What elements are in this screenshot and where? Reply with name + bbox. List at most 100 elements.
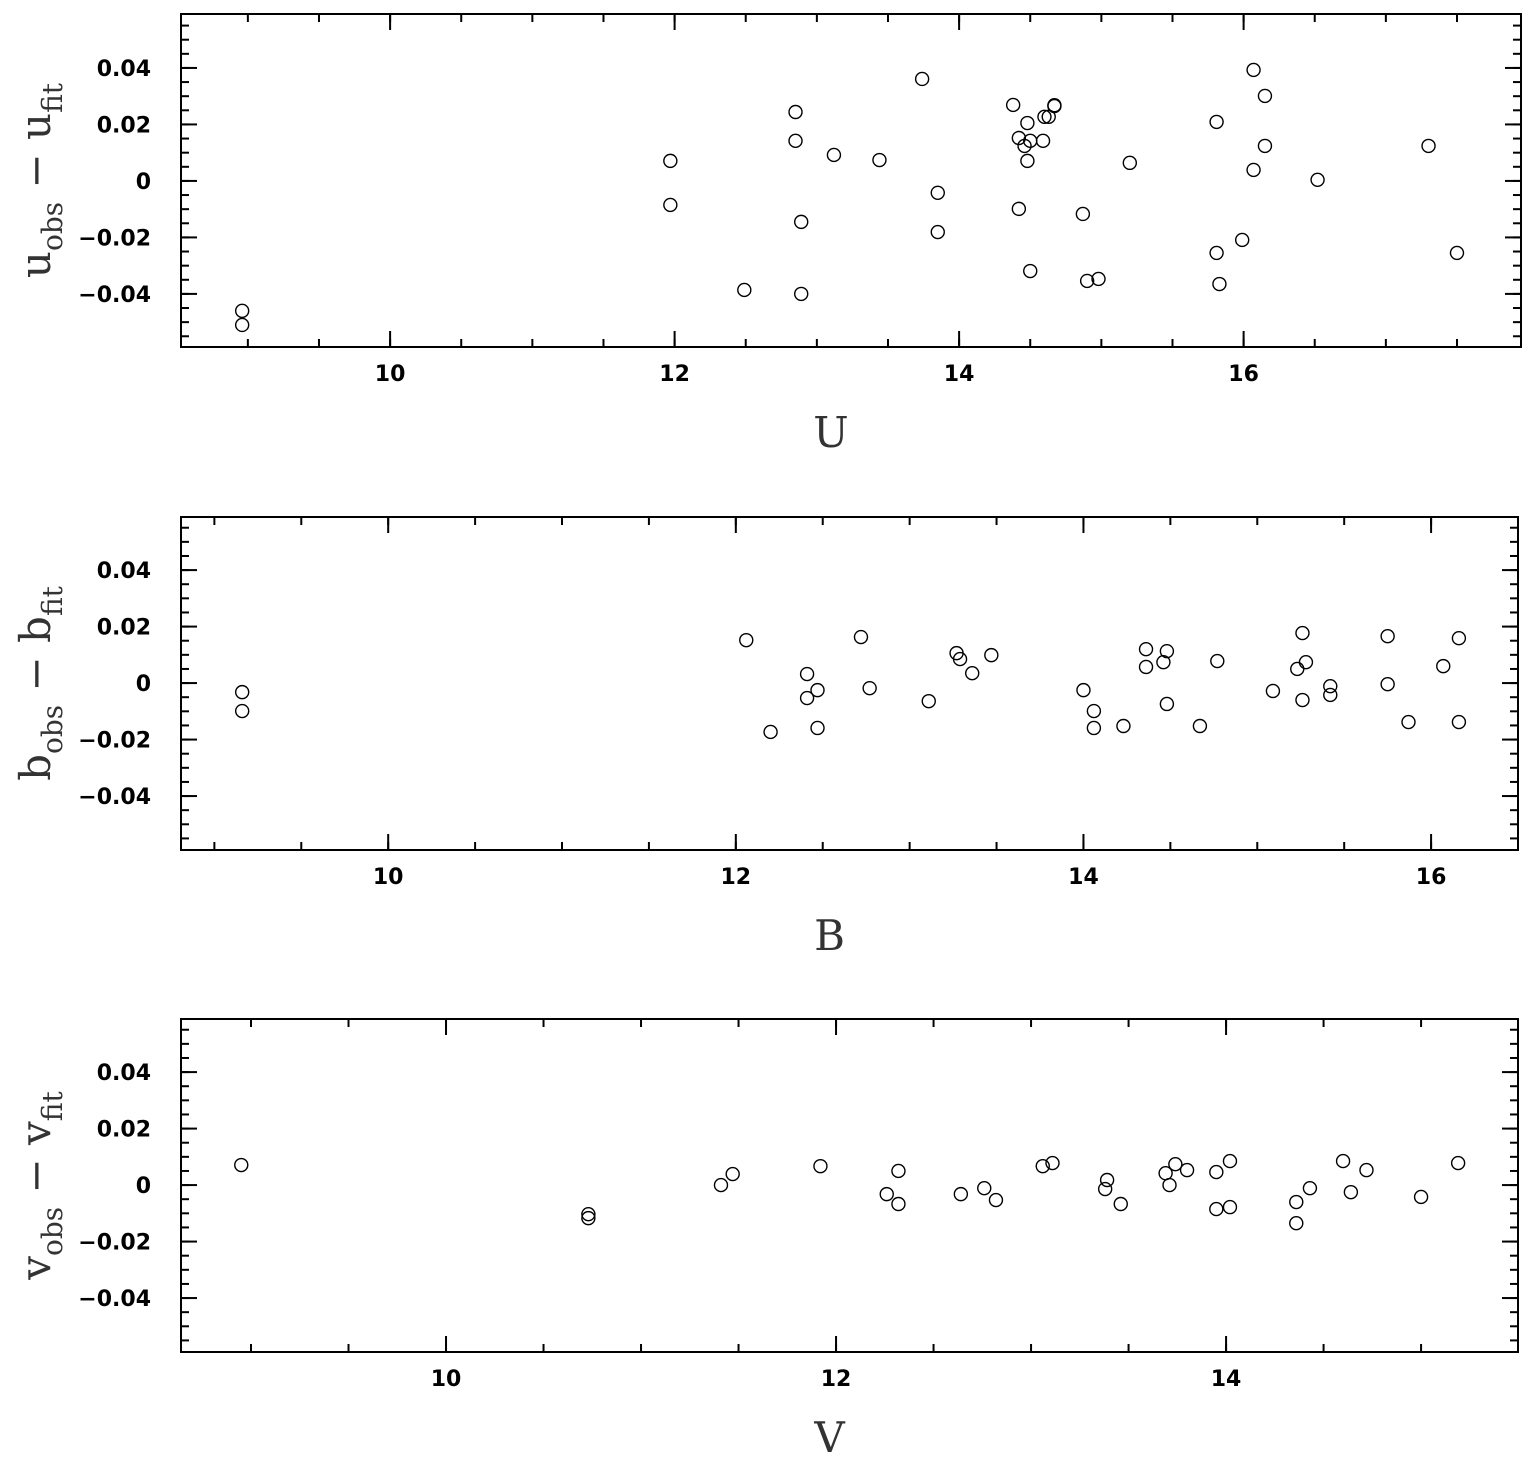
data-point [952, 651, 968, 667]
data-point [763, 724, 778, 740]
data-point [1075, 206, 1091, 222]
data-point [713, 1177, 729, 1193]
data-point [984, 647, 999, 663]
x-tick-label: 10 [375, 362, 406, 387]
data-point [1451, 714, 1467, 730]
data-point [788, 133, 803, 149]
data-point [788, 104, 803, 120]
y-axis-label-part: v [11, 1121, 60, 1146]
data-point [663, 153, 678, 169]
data-point [1222, 1153, 1238, 1169]
x-tick-label: 12 [659, 362, 690, 387]
data-point [1047, 98, 1062, 113]
x-tick-label: 10 [431, 1367, 462, 1392]
data-point [826, 147, 842, 163]
data-point [1265, 683, 1281, 699]
y-tick-label: −0.04 [78, 785, 151, 810]
data-point [1302, 1180, 1318, 1196]
data-point [799, 690, 815, 706]
data-point [1011, 201, 1027, 217]
data-point [1023, 263, 1038, 279]
data-point [930, 185, 945, 200]
y-axis-label-part: − [11, 643, 60, 705]
data-point [1037, 109, 1052, 125]
y-axis-label-part: u [11, 251, 60, 278]
x-tick-label: 12 [821, 1367, 852, 1392]
data-point [921, 693, 936, 709]
data-point [1020, 153, 1035, 169]
y-axis-label-subscript: fit [36, 1091, 69, 1122]
data-point [1295, 692, 1310, 708]
y-tick-label: 0.04 [97, 559, 151, 584]
data-point [737, 282, 752, 298]
y-axis-label-part: − [11, 1145, 60, 1207]
data-point [1413, 1189, 1429, 1205]
data-point [1212, 276, 1227, 292]
data-point [1209, 1201, 1224, 1217]
data-point [914, 71, 930, 87]
y-tick-label: 0 [136, 1174, 151, 1199]
data-point [813, 1158, 828, 1174]
y-tick-label: 0.02 [97, 1118, 151, 1143]
data-point [988, 1192, 1004, 1208]
y-axis-label-part: − [11, 140, 60, 202]
data-point [810, 720, 825, 736]
data-point [1035, 1158, 1050, 1174]
data-point [1257, 88, 1273, 104]
x-axis-label: B [814, 911, 845, 960]
data-point [799, 666, 815, 682]
y-tick-label: 0.02 [97, 616, 151, 641]
x-tick-label: 16 [1416, 865, 1447, 890]
y-tick-label: 0.04 [97, 1061, 151, 1086]
data-point [581, 1210, 596, 1226]
y-axis-label-part: b [11, 754, 60, 781]
y-tick-label: 0.04 [97, 57, 151, 82]
data-point [1086, 703, 1102, 719]
data-point [234, 1157, 249, 1173]
x-tick-label: 16 [1228, 362, 1259, 387]
data-point [1156, 654, 1171, 670]
data-point [1436, 658, 1451, 674]
y-axis-label-subscript: fit [36, 585, 69, 616]
y-tick-label: −0.02 [78, 1231, 151, 1256]
y-tick-label: 0 [136, 170, 151, 195]
data-point [891, 1163, 906, 1179]
data-point [1359, 1162, 1374, 1178]
data-point [930, 224, 945, 240]
data-point [1086, 720, 1102, 736]
y-axis-label-subscript: fit [36, 82, 69, 113]
data-point [794, 286, 809, 302]
data-point [1450, 1155, 1466, 1171]
data-point [953, 1186, 969, 1202]
data-point [234, 303, 250, 319]
data-point [1343, 1184, 1359, 1200]
data-point [1298, 654, 1314, 670]
y-tick-label: 0 [136, 672, 151, 697]
data-point [1159, 643, 1175, 659]
data-point [1023, 133, 1038, 149]
plot-frame [180, 13, 1522, 348]
x-tick-label: 10 [373, 865, 404, 890]
data-point [1138, 641, 1154, 657]
data-point [1295, 625, 1310, 641]
y-axis-label: uobs − ufit [11, 82, 69, 278]
data-point [1020, 115, 1035, 131]
data-point [1159, 696, 1175, 712]
data-point [977, 1180, 992, 1196]
data-point [1099, 1172, 1115, 1188]
data-point [1035, 133, 1051, 149]
y-axis-label-part: u [11, 113, 60, 140]
data-point [1091, 271, 1106, 287]
x-tick-label: 14 [1211, 1367, 1242, 1392]
data-point [1097, 1181, 1113, 1197]
data-point [1122, 155, 1138, 171]
data-point [1079, 273, 1095, 289]
data-point [234, 703, 250, 719]
y-axis-label-part: v [11, 1256, 60, 1281]
y-tick-label: 0.02 [97, 113, 151, 138]
data-point [1401, 714, 1416, 730]
data-point [1323, 678, 1338, 694]
